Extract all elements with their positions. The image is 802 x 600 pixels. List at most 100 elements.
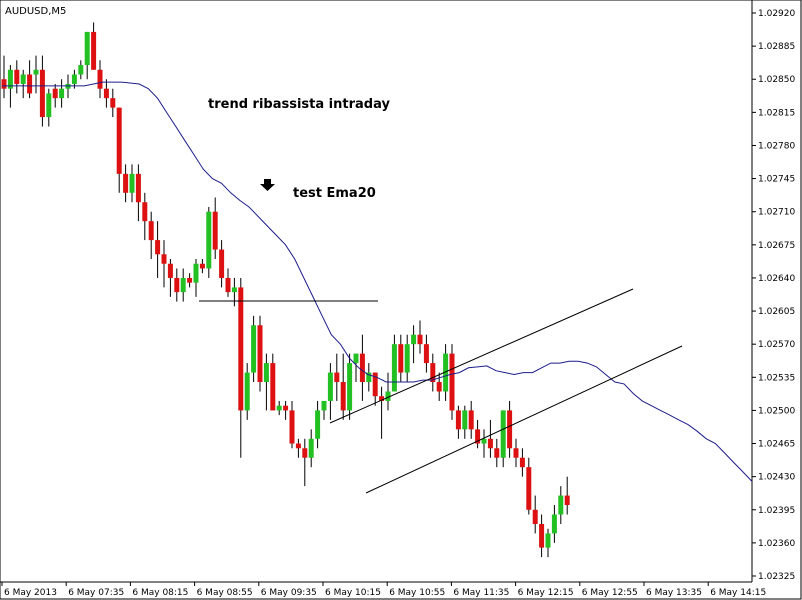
time-tick-label: 6 May 14:15	[710, 588, 766, 598]
candle-bearish	[142, 202, 148, 222]
price-tick-label: 1.02780	[758, 141, 795, 151]
candles-layer	[1, 22, 570, 558]
candle-bearish	[116, 107, 122, 174]
candle-bearish	[513, 448, 519, 458]
arrow-down-icon	[260, 179, 275, 191]
price-tick-label: 1.02745	[758, 175, 795, 185]
candle-bullish	[193, 263, 199, 283]
candle-bearish	[507, 410, 513, 449]
time-tick-label: 6 May 10:55	[389, 588, 445, 598]
candle-bearish	[423, 344, 429, 364]
candle-bullish	[263, 363, 269, 383]
time-tick-label: 6 May 07:35	[68, 588, 124, 598]
time-tick-label: 6 May 11:35	[453, 588, 509, 598]
candle-bearish	[238, 287, 244, 411]
price-tick-label: 1.02710	[758, 208, 795, 218]
candle-bearish	[257, 325, 263, 383]
price-tick-label: 1.02885	[758, 42, 795, 52]
candle-bullish	[129, 173, 135, 193]
candle-bullish	[206, 211, 212, 269]
time-axis-labels: 6 May 2013 6 May 07:35 6 May 08:15 6 May 08…	[1, 582, 766, 598]
candle-bearish	[487, 438, 493, 449]
candle-bullish	[84, 31, 90, 66]
price-tick-label: 1.02815	[758, 108, 795, 118]
candle-bullish	[500, 410, 506, 458]
candle-bearish	[455, 410, 461, 430]
candle-bearish	[289, 410, 295, 444]
candle-bullish	[404, 344, 410, 373]
candle-bullish	[78, 65, 84, 75]
candle-bearish	[359, 353, 365, 383]
candle-bullish	[315, 410, 321, 439]
candle-bullish	[71, 74, 77, 84]
candle-bearish	[187, 277, 193, 283]
candle-bearish	[91, 31, 97, 70]
price-tick-label: 1.02605	[758, 307, 795, 317]
candle-bullish	[46, 93, 52, 118]
candle-bearish	[103, 88, 109, 99]
candle-bearish	[532, 509, 538, 524]
candle-bearish	[27, 74, 33, 94]
candle-bullish	[558, 495, 564, 515]
price-tick-label: 1.02465	[758, 440, 795, 450]
time-tick-label: 6 May 2013	[4, 588, 57, 598]
price-tick-label: 1.02360	[758, 539, 795, 549]
candle-bearish	[39, 69, 45, 118]
candle-bearish	[219, 249, 225, 278]
price-tick-label: 1.02850	[758, 75, 795, 85]
candle-bearish	[161, 254, 167, 264]
candle-bullish	[59, 88, 65, 99]
candle-bullish	[276, 405, 282, 411]
channel-upper-line	[329, 288, 634, 424]
candle-bullish	[308, 438, 314, 458]
ema20-line	[2, 81, 753, 482]
candle-bearish	[334, 372, 340, 383]
candle-bearish	[564, 495, 570, 506]
candle-bearish	[52, 88, 58, 99]
candle-bearish	[449, 353, 455, 411]
candle-bullish	[20, 74, 26, 84]
candle-bearish	[539, 523, 545, 548]
candle-bearish	[340, 382, 346, 411]
time-tick-label: 6 May 10:15	[325, 588, 381, 598]
candle-bearish	[123, 173, 129, 193]
candle-bearish	[1, 79, 7, 89]
candle-bearish	[199, 263, 205, 269]
candle-bullish	[462, 410, 468, 430]
candle-bullish	[545, 533, 551, 548]
candle-bearish	[379, 396, 385, 401]
time-tick-label: 6 May 12:55	[582, 588, 638, 598]
price-tick-label: 1.02535	[758, 373, 795, 383]
channel-lower-line	[365, 345, 683, 494]
candle-bearish	[135, 173, 141, 203]
time-tick-label: 6 May 09:35	[261, 588, 317, 598]
price-tick-label: 1.02430	[758, 473, 795, 483]
annotation-trend: trend ribassista intraday	[208, 97, 390, 112]
candle-bearish	[14, 69, 20, 84]
candle-bearish	[167, 263, 173, 278]
candle-bearish	[97, 69, 103, 89]
candle-bullish	[443, 353, 449, 392]
candle-bearish	[398, 344, 404, 373]
candle-bearish	[174, 277, 180, 293]
time-tick-label: 6 May 08:15	[132, 588, 188, 598]
time-tick-label: 6 May 08:55	[197, 588, 253, 598]
price-tick-label: 1.02640	[758, 274, 795, 284]
candle-bullish	[366, 372, 372, 383]
symbol-label: AUDUSD,M5	[5, 6, 66, 17]
candle-bullish	[385, 391, 391, 401]
candle-bearish	[155, 240, 161, 255]
candle-bearish	[212, 211, 218, 250]
candle-bearish	[430, 363, 436, 383]
candle-bearish	[270, 363, 276, 411]
candle-bearish	[475, 429, 481, 444]
candle-bearish	[417, 334, 423, 345]
candle-bullish	[33, 69, 39, 75]
price-tick-label: 1.02395	[758, 506, 795, 516]
candle-bullish	[180, 277, 186, 293]
candle-bullish	[353, 353, 359, 364]
candle-bearish	[225, 277, 231, 293]
candle-bullish	[7, 69, 13, 89]
